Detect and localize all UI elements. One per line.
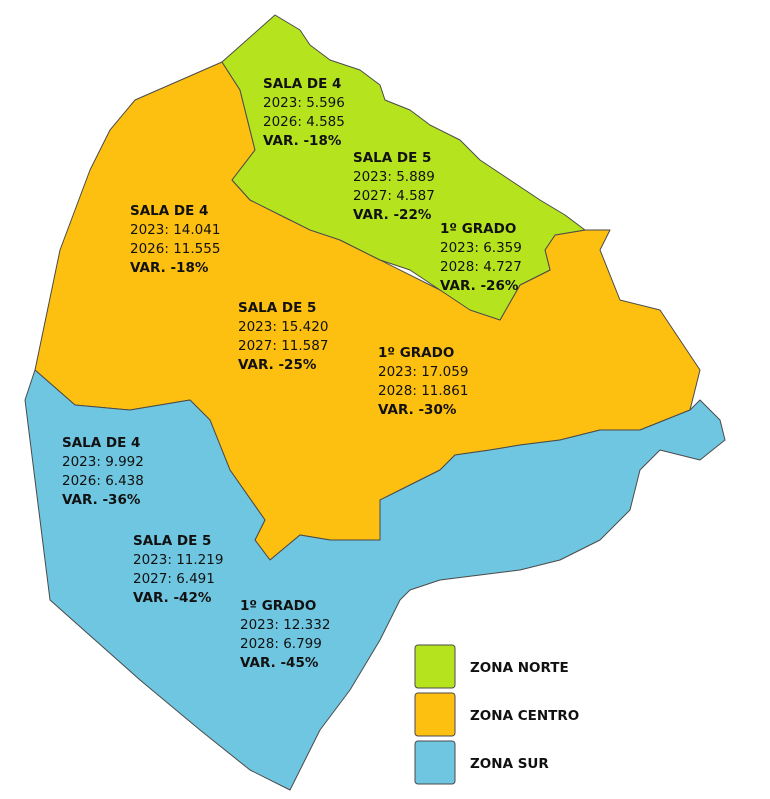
block-var: VAR. -30% xyxy=(378,402,457,418)
block-var: VAR. -42% xyxy=(133,590,212,606)
block-var: VAR. -22% xyxy=(353,207,432,223)
legend-label: ZONA CENTRO xyxy=(470,708,579,724)
block-title: SALA DE 4 xyxy=(263,76,341,92)
block-title: SALA DE 4 xyxy=(130,203,208,219)
block-line: 2023: 11.219 xyxy=(133,552,223,568)
block-title: 1º GRADO xyxy=(440,221,516,237)
block-title: 1º GRADO xyxy=(378,345,454,361)
legend-label: ZONA SUR xyxy=(470,756,549,772)
block-var: VAR. -25% xyxy=(238,357,317,373)
block-title: SALA DE 5 xyxy=(133,533,211,549)
block-title: 1º GRADO xyxy=(240,598,316,614)
block-var: VAR. -36% xyxy=(62,492,141,508)
block-title: SALA DE 5 xyxy=(353,150,431,166)
block-line: 2023: 15.420 xyxy=(238,319,328,335)
zone-sur xyxy=(24,369,726,791)
block-title: SALA DE 4 xyxy=(62,435,140,451)
legend-swatch xyxy=(414,740,456,785)
block-line: 2028: 4.727 xyxy=(440,259,522,275)
block-line: 2028: 11.861 xyxy=(378,383,468,399)
block-line: 2023: 9.992 xyxy=(62,454,144,470)
zone-norte xyxy=(221,14,586,321)
block-line: 2026: 11.555 xyxy=(130,241,220,257)
block-line: 2026: 4.585 xyxy=(263,114,345,130)
block-var: VAR. -45% xyxy=(240,655,319,671)
block-line: 2023: 17.059 xyxy=(378,364,468,380)
block-var: VAR. -18% xyxy=(263,133,342,149)
block-line: 2023: 6.359 xyxy=(440,240,522,256)
block-var: VAR. -18% xyxy=(130,260,209,276)
block-line: 2026: 6.438 xyxy=(62,473,144,489)
block-line: 2027: 11.587 xyxy=(238,338,328,354)
block-title: SALA DE 5 xyxy=(238,300,316,316)
block-line: 2023: 12.332 xyxy=(240,617,330,633)
block-line: 2028: 6.799 xyxy=(240,636,322,652)
legend-swatch xyxy=(414,644,456,689)
legend: ZONA NORTE ZONA CENTRO ZONA SUR xyxy=(414,644,579,785)
block-line: 2023: 5.596 xyxy=(263,95,345,111)
block-line: 2027: 4.587 xyxy=(353,188,435,204)
block-line: 2027: 6.491 xyxy=(133,571,215,587)
block-line: 2023: 14.041 xyxy=(130,222,220,238)
labels: SALA DE 4 2023: 5.596 2026: 4.585 VAR. -18%… xyxy=(62,76,522,671)
block-var: VAR. -26% xyxy=(440,278,519,294)
legend-swatch xyxy=(414,692,456,737)
block-line: 2023: 5.889 xyxy=(353,169,435,185)
legend-label: ZONA NORTE xyxy=(470,660,569,676)
